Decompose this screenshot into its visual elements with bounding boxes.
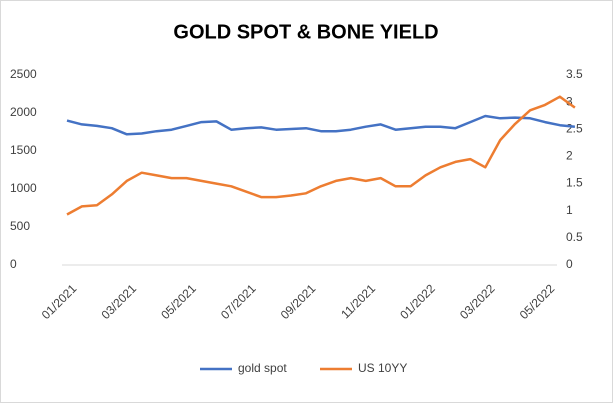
- y-tick-label: 500: [10, 219, 30, 233]
- y2-tick-label: 3.5: [566, 67, 583, 81]
- y-tick-label: 1000: [10, 181, 37, 195]
- y2-tick-label: 2.5: [566, 121, 583, 135]
- legend-label: US 10YY: [358, 361, 407, 375]
- y2-tick-label: 1: [566, 203, 573, 217]
- series-line: [66, 114, 576, 136]
- y-tick-label: 2500: [10, 67, 37, 81]
- y-tick-label: 2000: [10, 105, 37, 119]
- y2-tick-label: 3: [566, 94, 573, 108]
- chart-title: GOLD SPOT & BONE YIELD: [173, 21, 438, 43]
- y2-tick-label: 1.5: [566, 176, 583, 190]
- y2-tick-label: 0.5: [566, 230, 583, 244]
- series-line: [66, 95, 576, 216]
- legend-label: gold spot: [238, 361, 287, 375]
- y2-tick-label: 0: [566, 257, 573, 271]
- y2-tick-label: 2: [566, 149, 573, 163]
- y-tick-label: 1500: [10, 143, 37, 157]
- y-tick-label: 0: [10, 257, 17, 271]
